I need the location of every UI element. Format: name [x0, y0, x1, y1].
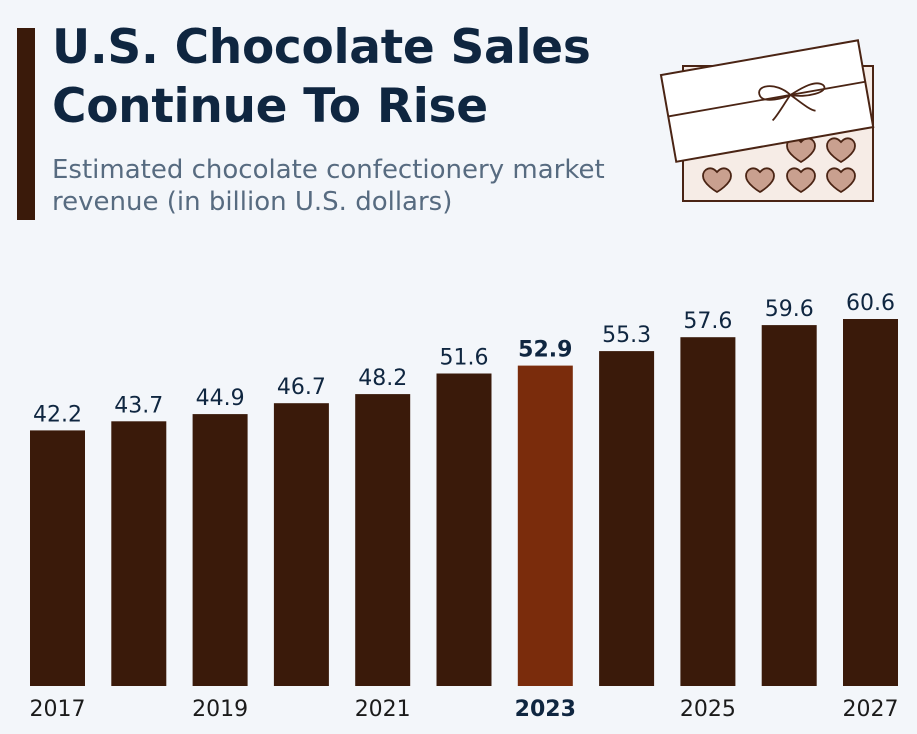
bar-2017 — [30, 430, 85, 686]
value-label-2021: 48.2 — [358, 366, 407, 391]
bar-2023 — [517, 365, 573, 686]
chart-subtitle: Estimated chocolate confectionery market… — [52, 155, 605, 217]
value-label-2023: 52.9 — [518, 338, 572, 363]
bar-2021 — [355, 394, 411, 686]
chocolate-box-illustration — [659, 39, 875, 202]
bar-2027 — [843, 319, 898, 686]
title-accent-bar — [17, 28, 35, 220]
chart-title: U.S. Chocolate Sales Continue To Rise — [52, 20, 591, 134]
heart-icon — [826, 167, 856, 194]
heart-icon — [702, 167, 732, 194]
bar-2025 — [680, 337, 736, 686]
value-label-2026: 59.6 — [765, 297, 814, 322]
bar-2022 — [436, 373, 492, 686]
value-label-2019: 44.9 — [196, 386, 245, 411]
heart-icon — [826, 137, 856, 164]
bar-2024 — [599, 351, 655, 686]
heart-icon — [745, 167, 775, 194]
bar-2020 — [273, 403, 329, 686]
value-label-2017: 42.2 — [33, 402, 82, 427]
x-tick-label-2019: 2019 — [192, 697, 248, 722]
value-label-2024: 55.3 — [602, 323, 651, 348]
value-label-2022: 51.6 — [440, 346, 489, 371]
x-tick-label-2021: 2021 — [355, 697, 411, 722]
bar-2019 — [192, 414, 248, 686]
bar-2026 — [761, 325, 817, 686]
ribbon-bow-icon — [758, 82, 826, 122]
x-tick-label-2025: 2025 — [680, 697, 736, 722]
value-label-2020: 46.7 — [277, 375, 326, 400]
heart-icon — [786, 167, 816, 194]
x-tick-label-2027: 2027 — [843, 697, 899, 722]
bar-2018 — [111, 421, 167, 686]
value-label-2025: 57.6 — [683, 309, 732, 334]
value-label-2018: 43.7 — [114, 393, 163, 418]
x-tick-label-2017: 2017 — [30, 697, 86, 722]
chocolate-box-lid — [659, 39, 875, 163]
value-label-2027: 60.6 — [846, 291, 895, 316]
x-tick-label-2023: 2023 — [515, 697, 576, 722]
